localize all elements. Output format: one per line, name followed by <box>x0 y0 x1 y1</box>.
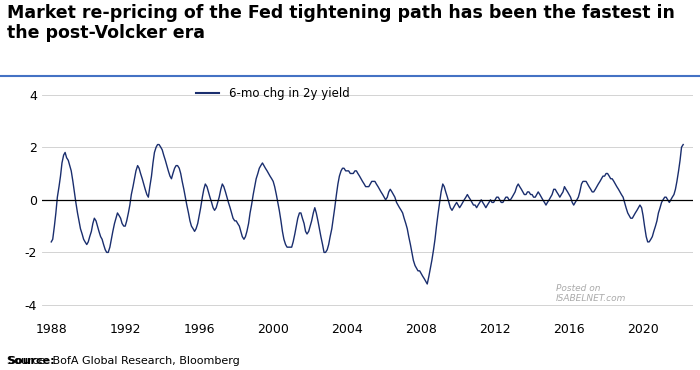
Text: Source:: Source: <box>7 356 55 366</box>
Text: Source: BofA Global Research, Bloomberg: Source: BofA Global Research, Bloomberg <box>7 356 239 366</box>
Legend: 6-mo chg in 2y yield: 6-mo chg in 2y yield <box>191 83 354 105</box>
Text: Market re-pricing of the Fed tightening path has been the fastest in the post-Vo: Market re-pricing of the Fed tightening … <box>7 4 675 43</box>
Text: Posted on
ISABELNET.com: Posted on ISABELNET.com <box>556 283 626 303</box>
